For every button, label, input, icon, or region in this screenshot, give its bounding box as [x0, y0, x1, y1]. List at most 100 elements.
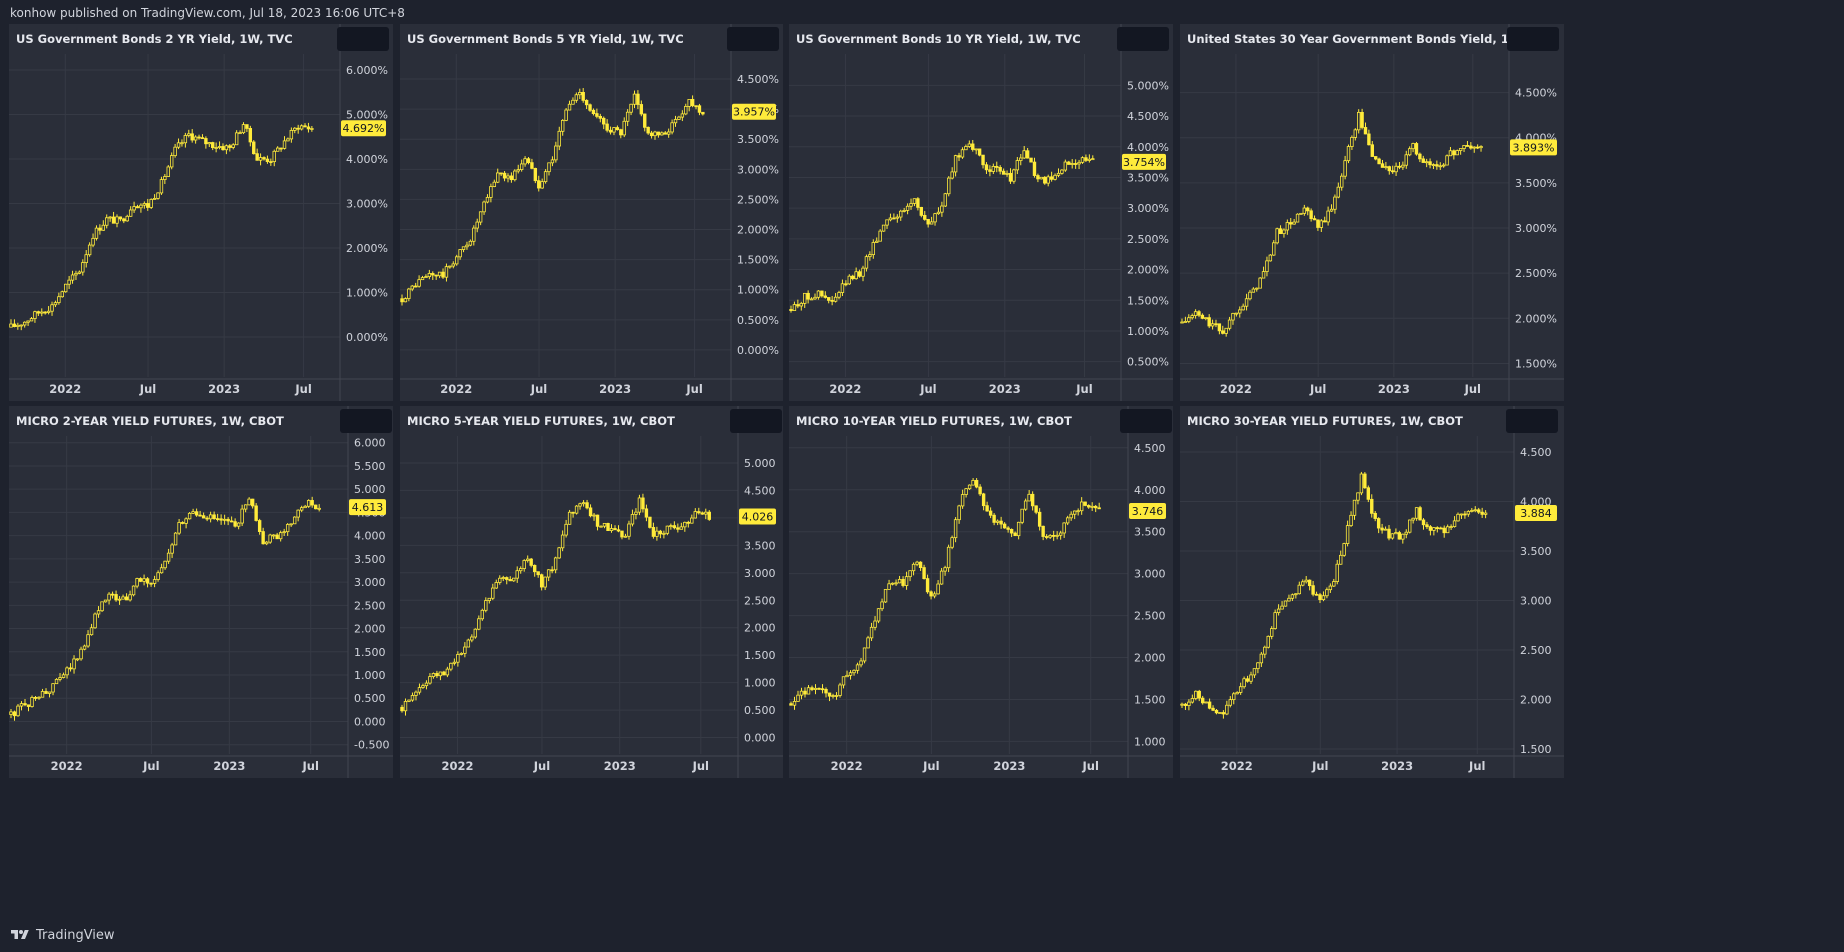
chart-panel-7[interactable]: 1.000 1.500 2.000 2.500 3.000 3.500 4.000 4.500… — [789, 406, 1173, 778]
x-tick-label: 2023 — [599, 382, 631, 396]
candle-body — [1301, 581, 1305, 586]
candle-body — [1332, 581, 1336, 587]
candle-body — [646, 126, 650, 134]
candle-body — [485, 197, 490, 203]
candle-body — [1445, 526, 1450, 534]
candle-body — [1418, 153, 1422, 160]
chart-title: MICRO 10-YEAR YIELD FUTURES, 1W, CBOT — [796, 414, 1072, 428]
candle-body — [1458, 148, 1463, 151]
chart-panel-8[interactable]: 1.500 2.000 2.500 3.000 3.500 4.000 4.500 2022 J… — [1180, 406, 1564, 778]
price-axis-button[interactable] — [1120, 409, 1172, 433]
candle-body — [1252, 668, 1257, 676]
candle-body — [532, 564, 537, 573]
candle-body — [547, 162, 551, 173]
candle-body — [694, 105, 698, 108]
candle-body — [1435, 527, 1440, 530]
candle-body — [940, 205, 944, 213]
candle-body — [623, 535, 628, 538]
candle-body — [553, 557, 558, 571]
candle-body — [100, 601, 104, 612]
candle-body — [848, 672, 853, 676]
y-tick-label: 3.500% — [1515, 177, 1557, 190]
chart-panel-3[interactable]: 0.500% 1.000% 1.500% 2.000% 2.500% 3.000% 3.50… — [789, 24, 1173, 401]
candle-body — [508, 579, 512, 582]
y-tick-label: 5.000 — [744, 457, 776, 470]
candle-body — [166, 552, 171, 562]
price-axis-button[interactable] — [1117, 27, 1169, 51]
candle-body — [222, 518, 227, 521]
price-axis-button[interactable] — [340, 409, 392, 433]
candle-body — [1194, 690, 1198, 699]
price-axis-button[interactable] — [1506, 409, 1558, 433]
footer-brand[interactable]: TradingView — [10, 924, 115, 946]
candle-body — [494, 582, 498, 589]
candle-body — [639, 104, 644, 115]
x-tick-label: 2023 — [993, 759, 1025, 773]
chart-panel-6[interactable]: 0.000 0.500 1.000 1.500 2.000 2.500 3.000 3.500… — [400, 406, 783, 778]
candle-body — [1414, 507, 1419, 519]
chart-panel-4[interactable]: 1.500% 2.000% 2.500% 3.000% 3.500% 4.000% 4.50… — [1180, 24, 1564, 401]
y-tick-label: 2.500 — [1134, 610, 1166, 623]
candle-body — [789, 309, 793, 311]
candle-body — [241, 124, 246, 134]
y-tick-label: 1.500 — [354, 646, 386, 659]
candle-body — [193, 136, 198, 141]
candle-body — [581, 502, 586, 505]
x-tick-label: Jul — [1464, 382, 1481, 396]
candle-body — [417, 687, 422, 693]
x-tick-label: 2023 — [989, 382, 1021, 396]
price-axis-button[interactable] — [336, 27, 389, 51]
candle-body — [456, 654, 460, 663]
candle-body — [248, 128, 253, 143]
candle-body — [673, 119, 678, 124]
candle-body — [1235, 692, 1239, 695]
candle-body — [929, 591, 933, 597]
candle-body — [12, 711, 17, 717]
candle-body — [851, 275, 855, 280]
price-axis-button[interactable] — [730, 409, 782, 433]
y-tick-label: 3.000 — [744, 567, 776, 580]
candle-body — [43, 311, 47, 314]
candle-body — [229, 520, 234, 523]
candle-body — [70, 274, 75, 281]
candle-body — [1390, 170, 1395, 173]
last-price-label: 3.957% — [733, 106, 775, 119]
candle-body — [44, 691, 48, 694]
price-axis-button[interactable] — [727, 27, 779, 51]
candle-body — [1345, 525, 1350, 544]
candle-body — [1187, 317, 1191, 322]
candle-body — [81, 262, 85, 273]
candle-body — [820, 290, 824, 297]
candle-body — [219, 518, 223, 521]
candle-body — [677, 116, 681, 120]
candle-body — [149, 582, 153, 585]
chart-panel-5[interactable]: -0.500 0.000 0.500 1.000 1.500 2.000 2.500 3.00… — [9, 406, 393, 778]
chart-panel-1[interactable]: 0.000% 1.000% 2.000% 3.000% 4.000% 5.000% 6.00… — [9, 24, 393, 401]
candle-body — [1318, 594, 1322, 601]
candle-body — [233, 521, 237, 527]
candle-body — [1276, 608, 1281, 614]
x-tick-label: Jul — [685, 382, 702, 396]
y-tick-label: 1.500% — [1127, 294, 1169, 307]
candle-body — [424, 682, 429, 687]
candle-body — [862, 647, 867, 662]
candle-body — [1408, 519, 1412, 533]
candle-body — [831, 695, 835, 697]
chart-panel-2[interactable]: 0.000% 0.500% 1.000% 1.500% 2.000% 2.500% 3.00… — [400, 24, 783, 401]
y-tick-label: 6.000 — [354, 437, 386, 450]
x-tick-label: Jul — [530, 382, 547, 396]
candle-body — [1449, 526, 1453, 528]
candle-body — [799, 690, 804, 696]
price-axis-button[interactable] — [1506, 27, 1559, 51]
candle-body — [690, 517, 694, 524]
candle-body — [799, 302, 803, 307]
candle-body — [897, 579, 902, 584]
candle-body — [992, 514, 996, 523]
candle-body — [128, 209, 133, 217]
candle-body — [1080, 157, 1085, 163]
candle-body — [410, 285, 414, 290]
candle-body — [876, 608, 881, 622]
candle-body — [888, 217, 893, 221]
candle-body — [967, 143, 972, 147]
candle-body — [540, 181, 544, 189]
